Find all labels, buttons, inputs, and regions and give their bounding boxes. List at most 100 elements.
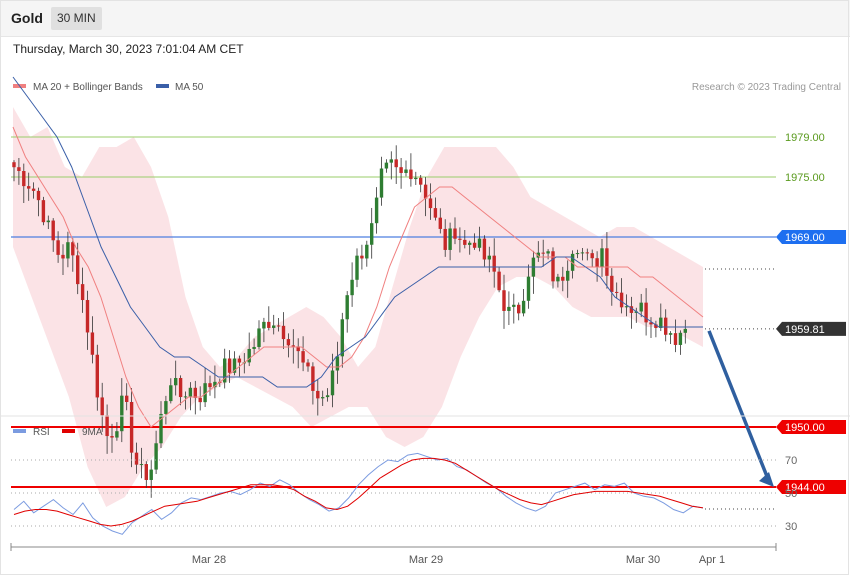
candle-body [389, 159, 393, 163]
candle-body [100, 397, 104, 416]
candle-body [414, 177, 418, 180]
candle-body [575, 253, 580, 255]
level-label: 1969.00 [785, 232, 825, 244]
candle-body [208, 383, 212, 388]
candle-body [281, 325, 286, 340]
candle-body [330, 370, 335, 396]
candle-body [154, 443, 158, 470]
level-label: 1975.00 [785, 172, 825, 184]
rsi-level-label: 30 [785, 521, 797, 533]
candle-body [355, 255, 359, 280]
candle-body [66, 242, 70, 259]
candle-body [321, 397, 325, 399]
candle-body [649, 322, 653, 325]
candle-body [17, 167, 21, 171]
candle-body [174, 377, 178, 386]
level-label: 1979.00 [785, 132, 825, 144]
candle-body [286, 339, 291, 346]
rsi-level-label: 50 [785, 488, 797, 500]
candle-body [80, 284, 85, 301]
x-tick-label: Apr 1 [699, 554, 725, 566]
candle-body [615, 291, 619, 293]
candle-body [561, 276, 565, 281]
candle-body [252, 346, 256, 349]
candle-body [237, 358, 242, 363]
candle-body [384, 162, 389, 169]
candle-body [472, 242, 477, 248]
candle-body [654, 324, 658, 328]
candle-body [159, 413, 163, 444]
timeframe-badge[interactable]: 30 MIN [51, 7, 102, 30]
rsi-ma-line [13, 457, 704, 527]
candle-body [585, 252, 589, 254]
level-tag-resistance-blue [776, 230, 846, 244]
candle-body [624, 306, 629, 308]
candle-body [605, 248, 609, 276]
candle-body [639, 302, 643, 312]
candle-body [668, 333, 673, 335]
candle-body [629, 306, 634, 313]
legend-swatch-rsi-ma [62, 429, 75, 433]
candle-body [316, 390, 320, 399]
candle-body [448, 228, 452, 250]
candle-body [129, 401, 134, 453]
candle-body [125, 395, 129, 402]
candle-body [301, 351, 305, 363]
x-tick-label: Mar 28 [192, 554, 226, 566]
candle-body [482, 238, 487, 260]
candle-body [193, 387, 197, 398]
candle-body [487, 255, 491, 260]
candle-body [556, 276, 560, 282]
candle-body [325, 395, 330, 398]
candle-body [306, 362, 310, 367]
candle-body [497, 271, 501, 291]
rsi-line [13, 452, 704, 535]
candle-body [370, 223, 374, 245]
projection-arrow-head [759, 472, 774, 487]
candle-body [95, 354, 99, 398]
candle-body [360, 255, 364, 259]
legend-swatch-ma50 [156, 84, 169, 88]
timestamp: Thursday, March 30, 2023 7:01:04 AM CET [13, 42, 244, 56]
legend-swatch-rsi [13, 429, 26, 433]
candle-body [291, 345, 295, 347]
candle-body [120, 395, 124, 432]
candle-body [27, 186, 31, 189]
candle-body [90, 332, 95, 355]
candle-body [340, 319, 344, 357]
candle-body [178, 377, 183, 398]
candle-body [41, 200, 46, 223]
candle-body [463, 239, 467, 245]
candle-body [198, 397, 202, 403]
level-label: 1950.00 [785, 422, 825, 434]
candle-body [85, 300, 90, 333]
candle-body [423, 184, 428, 199]
legend-label-ma20: MA 20 + Bollinger Bands [33, 82, 143, 93]
level-tag-support [776, 420, 846, 434]
candle-body [183, 396, 188, 398]
x-tick-label: Mar 30 [626, 554, 660, 566]
candle-body [409, 169, 413, 180]
candle-body [404, 169, 408, 173]
credit-text: Research © 2023 Trading Central [692, 82, 841, 93]
candle-body [144, 464, 148, 480]
candle-body [458, 238, 462, 240]
candle-body [115, 431, 119, 438]
candle-body [600, 248, 604, 267]
x-tick-label: Mar 29 [409, 554, 443, 566]
candle-body [526, 276, 531, 301]
candle-body [683, 328, 687, 333]
candle-body [477, 238, 482, 248]
candle-body [546, 251, 550, 254]
candle-body [164, 401, 168, 414]
legend-label-ma50: MA 50 [175, 82, 204, 93]
level-tag-support [776, 480, 846, 494]
candle-body [227, 358, 232, 373]
candle-body [335, 356, 340, 371]
candle-body [507, 306, 511, 311]
candle-body [272, 325, 276, 328]
candle-body [188, 387, 193, 397]
candle-body [36, 190, 41, 201]
candle-body [46, 220, 50, 223]
